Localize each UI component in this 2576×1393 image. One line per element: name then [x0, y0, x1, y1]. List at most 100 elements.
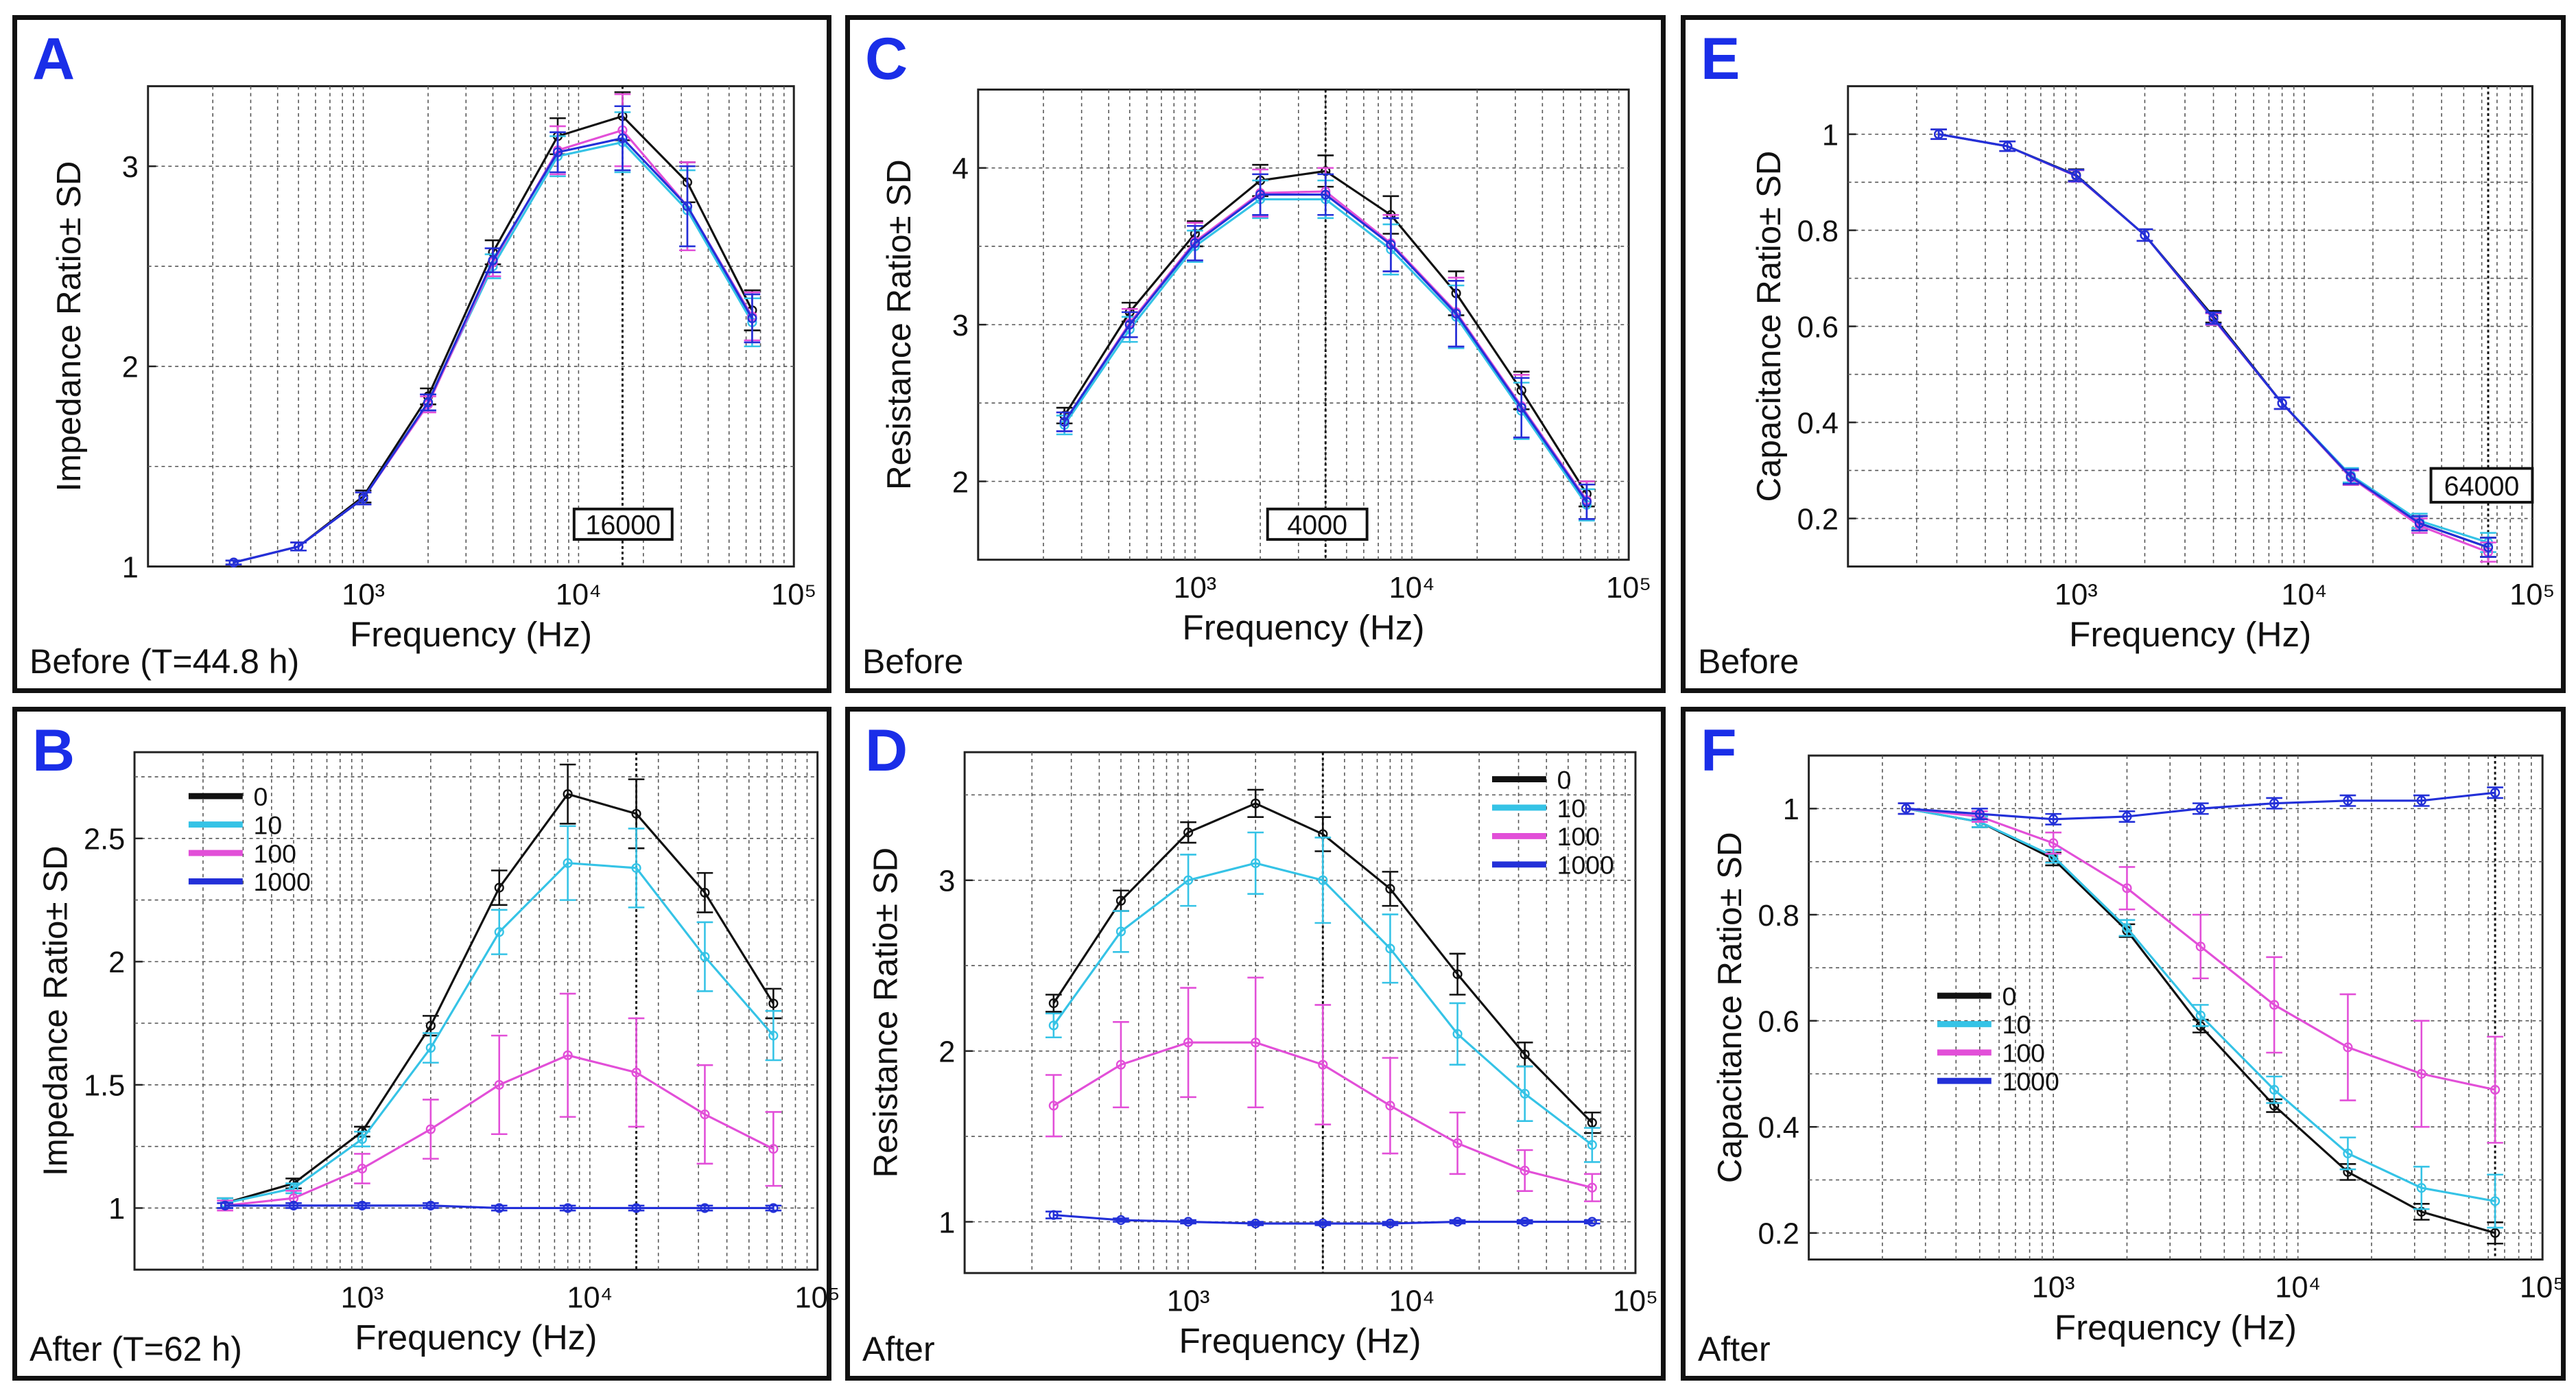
data-point: [1587, 1182, 1597, 1193]
data-point: [288, 1200, 299, 1210]
x-tick-label: 10⁵: [771, 578, 816, 611]
data-point: [2490, 1196, 2501, 1206]
x-tick-label: 10³: [2032, 1272, 2075, 1304]
legend-label: 0: [2002, 982, 2017, 1011]
data-point: [700, 887, 710, 898]
data-point: [425, 1020, 436, 1031]
y-tick-label: 0.2: [1797, 503, 1839, 536]
data-point: [682, 201, 693, 211]
data-point: [494, 882, 504, 893]
data-point: [1190, 238, 1201, 248]
panel-caption: After (T=62 h): [29, 1330, 242, 1368]
y-tick-label: 0.8: [1758, 900, 1799, 933]
data-point: [1115, 896, 1126, 906]
y-axis-label: Impedance Ratio± SD: [36, 845, 74, 1176]
x-tick-label: 10⁴: [2281, 578, 2327, 611]
data-point: [2345, 471, 2356, 482]
data-point: [563, 1050, 573, 1060]
y-tick-label: 1.5: [84, 1070, 125, 1103]
data-point: [1318, 1060, 1328, 1070]
plot-frame: [133, 751, 819, 1271]
marker-box: [2429, 467, 2534, 504]
data-point: [2269, 798, 2280, 808]
data-point: [2490, 788, 2501, 798]
data-point: [1048, 1210, 1059, 1220]
data-point: [1048, 998, 1059, 1009]
chart-svg: 0.2 0.4 0.6 0.8 1 10³ 10⁴ 10⁵ Frequency (Hz) Capa…: [1750, 85, 2555, 654]
panel-letter: A: [32, 26, 75, 92]
data-point: [1587, 1140, 1597, 1150]
legend-label: 1000: [2002, 1067, 2059, 1096]
panel-e: E Before 0.2 0.4 0.6 0.8 1 10³ 10⁴ 10⁵ Frequency (…: [1681, 15, 2566, 693]
data-point: [357, 1134, 368, 1145]
y-tick-label: 1: [122, 551, 139, 584]
data-point: [425, 1124, 436, 1134]
data-point: [2122, 811, 2132, 822]
data-point: [2416, 1182, 2426, 1193]
marker-label: 64000: [2444, 471, 2520, 502]
data-point: [1385, 944, 1395, 954]
data-point: [2343, 1148, 2353, 1158]
data-point: [1115, 1060, 1126, 1070]
data-point: [768, 1031, 779, 1041]
legend-label: 100: [2002, 1039, 2045, 1068]
y-axis-label: Capacitance Ratio± SD: [1711, 832, 1749, 1183]
data-point: [1048, 1020, 1059, 1031]
legend-label: 100: [254, 839, 296, 868]
data-point: [1452, 1217, 1463, 1227]
y-tick-label: 2: [938, 1035, 955, 1068]
y-tick-label: 2: [108, 946, 125, 979]
y-tick-label: 1: [1822, 119, 1839, 152]
data-point: [1048, 1101, 1059, 1111]
y-tick-label: 0.8: [1797, 215, 1839, 248]
x-tick-label: 10⁴: [2275, 1272, 2321, 1304]
marker-box: [572, 507, 674, 541]
data-point: [1115, 1215, 1126, 1226]
legend-label: 10: [254, 810, 283, 839]
x-tick-label: 10³: [341, 1281, 384, 1314]
y-tick-label: 0.4: [1758, 1112, 1799, 1145]
data-point: [2343, 795, 2353, 806]
panel-letter: E: [1701, 26, 1740, 92]
x-tick-label: 10⁵: [1606, 572, 1651, 605]
panel-c: C Before 2 3 4 10³ 10⁴ 10⁵ Frequency (Hz) Resista…: [845, 15, 1666, 693]
data-point: [768, 1144, 779, 1154]
marker-label: 16000: [585, 511, 661, 541]
legend-label: 1000: [254, 867, 311, 896]
data-point: [494, 1203, 504, 1213]
data-point: [2416, 795, 2426, 806]
data-point: [2416, 1068, 2426, 1079]
panel-d: D After 1 2 3 10³ 10⁴ 10⁵ Frequency (Hz) Resistan…: [845, 707, 1666, 1381]
y-tick-label: 2: [952, 466, 969, 499]
data-point: [2269, 1000, 2280, 1010]
x-tick-label: 10³: [2055, 578, 2098, 611]
data-point: [2140, 230, 2150, 240]
data-point: [1124, 320, 1135, 330]
data-point: [2071, 170, 2081, 180]
legend-label: 100: [1557, 822, 1600, 851]
data-point: [494, 927, 504, 937]
y-tick-label: 2.5: [84, 823, 125, 856]
x-tick-label: 10⁵: [795, 1281, 840, 1314]
data-point: [1520, 1217, 1530, 1227]
chart-svg: 2 3 4 10³ 10⁴ 10⁵ Frequency (Hz) Resistance Rat…: [880, 89, 1651, 647]
data-point: [357, 1200, 368, 1210]
data-point: [2122, 883, 2132, 893]
panel-b: B After (T=62 h) 1 1.5 2 2.5 10³ 10⁴ 10⁵ Frequenc…: [12, 707, 840, 1381]
data-point: [1451, 309, 1461, 319]
data-point: [1059, 417, 1070, 427]
data-point: [563, 1203, 573, 1213]
marker-box: [1266, 507, 1369, 541]
data-point: [1901, 804, 1911, 814]
x-axis-label: Frequency (Hz): [1179, 1321, 1421, 1360]
x-tick-label: 10⁴: [1389, 572, 1435, 605]
data-point: [1934, 129, 1944, 139]
data-point: [617, 133, 628, 143]
y-tick-label: 2: [122, 351, 139, 384]
panel-caption: After: [862, 1330, 935, 1368]
data-point: [1318, 875, 1328, 885]
data-point: [2195, 1010, 2206, 1020]
data-point: [747, 313, 757, 324]
data-point: [2195, 804, 2206, 814]
data-point: [1251, 1218, 1261, 1229]
